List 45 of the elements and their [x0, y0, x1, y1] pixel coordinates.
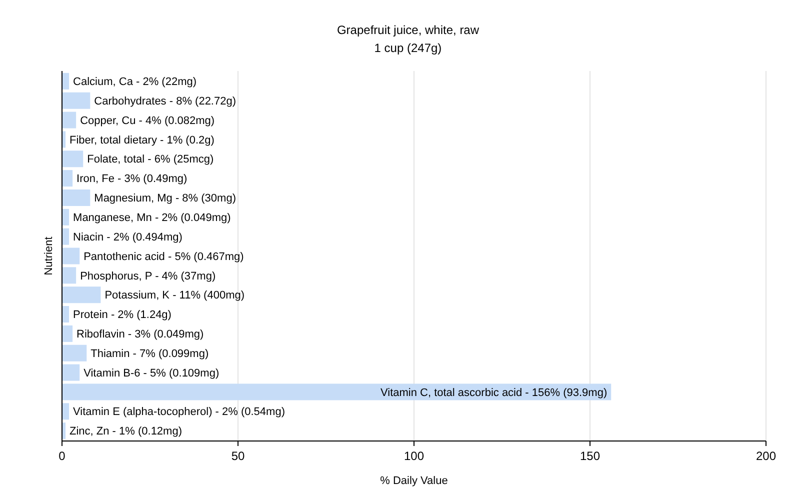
y-tick-label: Niacin - 2% (0.494mg) — [73, 231, 182, 244]
x-tick-label: 150 — [580, 449, 600, 463]
y-axis-title: Nutrient — [43, 236, 55, 276]
y-tick-label: Calcium, Ca - 2% (22mg) — [73, 76, 197, 88]
x-tick-label: 50 — [231, 449, 245, 463]
y-tick-label: Thiamin - 7% (0.099mg) — [90, 348, 209, 360]
bar — [62, 267, 76, 284]
y-tick-label: Manganese, Mn - 2% (0.049mg) — [73, 212, 231, 224]
y-tick-label: Iron, Fe - 3% (0.49mg) — [76, 173, 188, 186]
y-tick-label: Carbohydrates - 8% (22.72g) — [94, 95, 236, 108]
y-tick-label: Potassium, K - 11% (400mg) — [104, 290, 245, 302]
bar — [62, 72, 70, 90]
y-tick-label: Riboflavin - 3% (0.049mg) — [76, 328, 204, 341]
bar — [62, 344, 87, 362]
y-tick-label: Vitamin B-6 - 5% (0.109mg) — [84, 367, 220, 380]
y-tick-label: Vitamin C, total ascorbic acid - 156% (93.9mg) — [380, 386, 608, 399]
bar — [62, 403, 70, 420]
bar — [62, 189, 90, 206]
y-tick-label: Magnesium, Mg - 8% (30mg) — [94, 192, 236, 205]
chart-title: Grapefruit juice, white, raw — [336, 23, 480, 37]
y-tick-label: Fiber, total dietary - 1% (0.2g) — [70, 134, 214, 146]
bar — [62, 112, 76, 128]
x-tick-label: 0 — [58, 449, 66, 463]
bar — [62, 208, 70, 226]
y-tick-label: Copper, Cu - 4% (0.082mg) — [80, 114, 215, 127]
chart-subtitle: 1 cup (247g) — [374, 41, 442, 55]
bar — [62, 306, 70, 323]
y-tick-label: Vitamin E (alpha-tocopherol) - 2% (0.54mg) — [73, 406, 285, 418]
x-tick-label: 100 — [404, 449, 424, 463]
bar — [62, 325, 73, 342]
bar — [62, 170, 73, 187]
x-axis-title: % Daily Value — [380, 475, 448, 487]
y-tick-label: Protein - 2% (1.24g) — [73, 309, 172, 322]
bar — [62, 92, 90, 109]
x-tick-label: 200 — [756, 449, 776, 463]
bar — [62, 150, 84, 168]
bar — [62, 228, 70, 245]
y-tick-label: Pantothenic acid - 5% (0.467mg) — [84, 250, 244, 263]
bar — [62, 384, 612, 400]
bar — [62, 364, 80, 381]
y-tick-label: Folate, total - 6% (25mcg) — [87, 154, 214, 166]
y-tick-label: Zinc, Zn - 1% (0.12mg) — [70, 426, 182, 438]
y-tick-label: Phosphorus, P - 4% (37mg) — [80, 270, 216, 282]
bar — [62, 286, 101, 304]
bar — [62, 248, 80, 264]
